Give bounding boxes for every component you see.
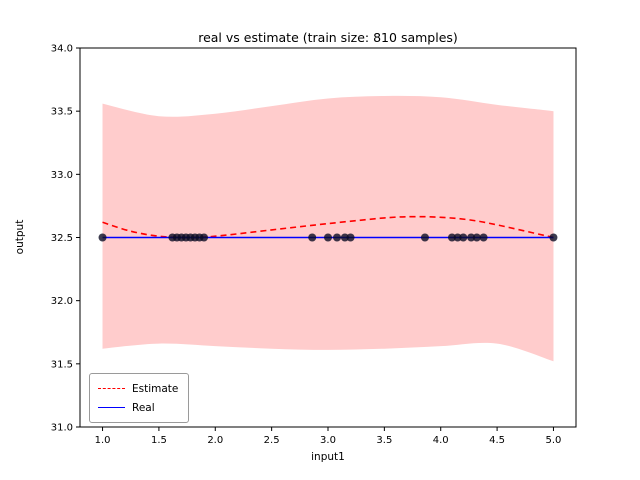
svg-text:32.0: 32.0	[51, 296, 73, 307]
svg-text:31.5: 31.5	[51, 359, 73, 370]
svg-text:3.5: 3.5	[376, 435, 392, 446]
legend-label-estimate: Estimate	[132, 382, 179, 395]
real-line-sample-icon	[98, 407, 125, 408]
svg-text:1.0: 1.0	[95, 435, 111, 446]
svg-text:32.5: 32.5	[51, 233, 73, 244]
svg-text:2.0: 2.0	[207, 435, 223, 446]
svg-text:33.5: 33.5	[51, 107, 73, 118]
x-axis-label: input1	[311, 451, 345, 463]
estimate-line-sample-icon	[98, 388, 125, 389]
svg-text:5.0: 5.0	[546, 435, 562, 446]
svg-text:4.0: 4.0	[433, 435, 449, 446]
svg-text:33.0: 33.0	[51, 170, 73, 181]
svg-text:31.0: 31.0	[51, 423, 73, 434]
legend-label-real: Real	[132, 401, 155, 414]
chart-title: real vs estimate (train size: 810 sample…	[198, 30, 458, 45]
svg-text:2.5: 2.5	[264, 435, 280, 446]
svg-text:4.5: 4.5	[489, 435, 505, 446]
legend-item-real: Real	[98, 398, 178, 417]
y-axis-label: output	[14, 219, 26, 255]
svg-text:1.5: 1.5	[151, 435, 167, 446]
legend-item-estimate: Estimate	[98, 379, 178, 398]
legend: Estimate Real	[89, 373, 190, 423]
svg-text:34.0: 34.0	[51, 44, 73, 55]
svg-text:3.0: 3.0	[320, 435, 336, 446]
